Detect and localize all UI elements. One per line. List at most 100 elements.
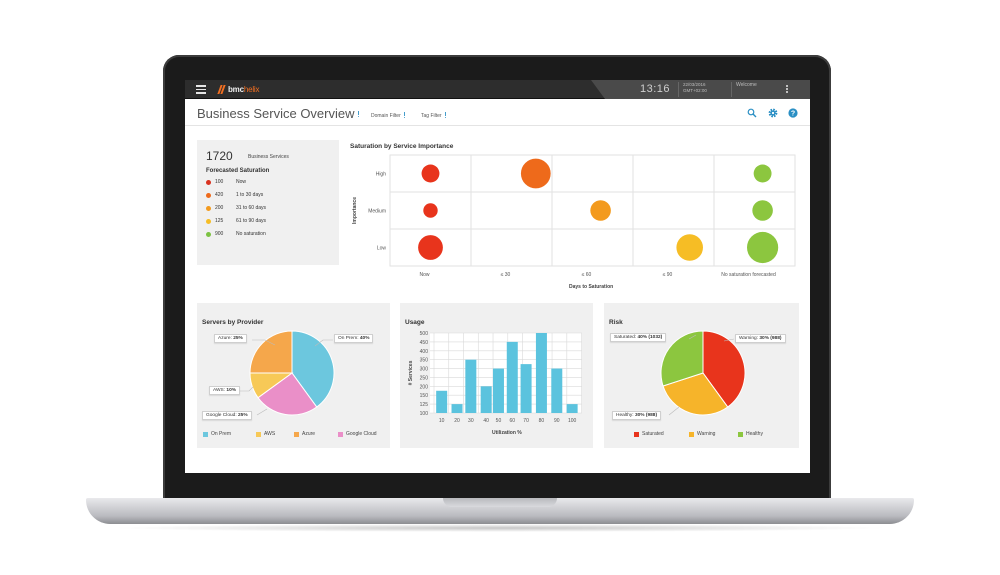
saturation-row: 125 61 to 90 days: [206, 217, 266, 225]
legend-aws[interactable]: AWS: [256, 431, 275, 437]
x-tick-label: 10: [439, 418, 445, 424]
usage-bar: [520, 364, 532, 413]
servers-chart-title: Servers by Provider: [202, 319, 264, 326]
y-tick-label: Low: [377, 246, 387, 252]
logo-mark-icon: [217, 85, 226, 94]
y-axis-title: # Services: [408, 360, 414, 385]
svg-text:?: ?: [791, 111, 795, 118]
x-tick-label: ≤ 30: [501, 272, 511, 278]
kebab-icon[interactable]: [786, 85, 789, 94]
bubble-point: [520, 158, 551, 189]
usage-xlabel: Utilization %: [492, 430, 522, 436]
risk-slice-saturated: [702, 330, 746, 408]
gear-icon[interactable]: [768, 108, 778, 118]
usage-chart-title: Usage: [405, 319, 425, 326]
y-tick-label: 200: [420, 384, 429, 390]
x-tick-label: 100: [568, 418, 577, 424]
legend-swatch: [256, 431, 261, 437]
x-tick-label: 70: [523, 418, 529, 424]
legend-google-cloud[interactable]: Google Cloud: [338, 431, 377, 437]
servers-slice-on-prem: [291, 330, 335, 408]
risk-pie-chart: [660, 330, 746, 416]
usage-bar: [451, 404, 463, 413]
legend-azure[interactable]: Azure: [294, 431, 315, 437]
usage-bar: [465, 359, 477, 413]
y-tick-label: 400: [420, 349, 429, 355]
callout-on-prem: On Prem: 40%: [334, 334, 374, 343]
x-tick-label: 80: [539, 418, 545, 424]
page-title: Business Service Overview: [197, 106, 360, 121]
x-tick-label: Now: [419, 272, 429, 278]
legend-saturated[interactable]: Saturated: [634, 431, 664, 437]
top-bar: bmchelix 13:16 22/03/2016 GMT+02:00 Welco…: [185, 80, 810, 99]
bubble-point: [421, 164, 440, 183]
bubble-chart: Now ≤ 30 ≤ 60 ≤ 90 No saturation forecasted H…: [352, 154, 796, 278]
servers-slice-google-cloud: [257, 372, 318, 416]
x-tick-label: 90: [554, 418, 560, 424]
legend-warning[interactable]: Warning: [689, 431, 715, 437]
callout-leader: [252, 339, 276, 346]
risk-chart-title: Risk: [609, 319, 623, 326]
laptop-notch: [443, 498, 557, 507]
usage-bar: [535, 333, 547, 413]
x-tick-label: 30: [468, 418, 474, 424]
tag-filter-icon: [444, 112, 447, 119]
y-tick-label: 125: [420, 402, 429, 408]
status-dot: [206, 205, 211, 211]
x-tick-label: No saturation forecasted: [721, 272, 776, 278]
callout-leader: [668, 406, 680, 416]
risk-slice-healthy: [660, 330, 704, 387]
search-icon[interactable]: [747, 108, 757, 118]
saturation-row: 200 31 to 60 days: [206, 204, 266, 212]
usage-bar: [506, 341, 518, 413]
callout-warning: Warning: 30% (988): [735, 334, 786, 343]
clock: 13:16: [640, 83, 671, 95]
x-tick-label: 60: [509, 418, 515, 424]
callout-leader: [688, 334, 697, 340]
bubble-xlabel: Days to Saturation: [569, 284, 614, 290]
laptop-shadow: [110, 524, 890, 532]
legend-swatch: [738, 431, 743, 437]
bubble-point: [752, 200, 773, 221]
bubble-chart-title: Saturation by Service Importance: [350, 143, 454, 150]
callout-aws: AWS: 10%: [209, 386, 241, 395]
y-tick-label: 450: [420, 340, 429, 346]
y-tick-label: 150: [420, 393, 429, 399]
legend-healthy[interactable]: Healthy: [738, 431, 763, 437]
page-header: Business Service Overview Domain Filter …: [185, 100, 810, 126]
usage-bar: [436, 390, 448, 413]
callout-leader: [256, 408, 268, 416]
usage-bar-chart: 100 125 150 200 250 300 350 400 450 500 10 20 30 40 50…: [408, 331, 582, 424]
legend-swatch: [338, 431, 343, 437]
y-axis-title: Importance: [352, 197, 358, 224]
legend-on-prem[interactable]: On Prem: [203, 431, 231, 437]
x-tick-label: 20: [454, 418, 460, 424]
title-menu-icon[interactable]: [357, 110, 360, 118]
usage-bar: [566, 404, 578, 413]
bubble-point: [753, 164, 772, 183]
tag-filter[interactable]: Tag Filter: [421, 112, 447, 119]
menu-icon[interactable]: [196, 85, 206, 94]
servers-slice-azure: [249, 330, 293, 374]
risk-slice-warning: [662, 372, 729, 416]
usage-bar: [480, 386, 492, 413]
servers-pie-chart: [237, 330, 335, 416]
x-tick-label: ≤ 60: [582, 272, 592, 278]
domain-filter[interactable]: Domain Filter: [371, 112, 406, 119]
bubble-point: [747, 231, 779, 264]
callout-google-cloud: Google Cloud: 25%: [202, 411, 252, 420]
y-tick-label: 250: [420, 375, 429, 381]
help-icon[interactable]: ?: [788, 108, 798, 118]
brand-logo[interactable]: bmchelix: [217, 84, 260, 95]
callout-leader: [314, 339, 333, 347]
y-tick-label: High: [376, 172, 387, 178]
forecast-subtitle: Forecasted Saturation: [206, 168, 270, 174]
bubble-point: [418, 235, 443, 260]
saturation-row: 900 No saturation: [206, 230, 266, 238]
status-dot: [206, 218, 211, 224]
legend-swatch: [294, 431, 299, 437]
y-tick-label: Medium: [368, 209, 386, 215]
x-tick-label: 40: [483, 418, 489, 424]
status-dot: [206, 179, 211, 185]
